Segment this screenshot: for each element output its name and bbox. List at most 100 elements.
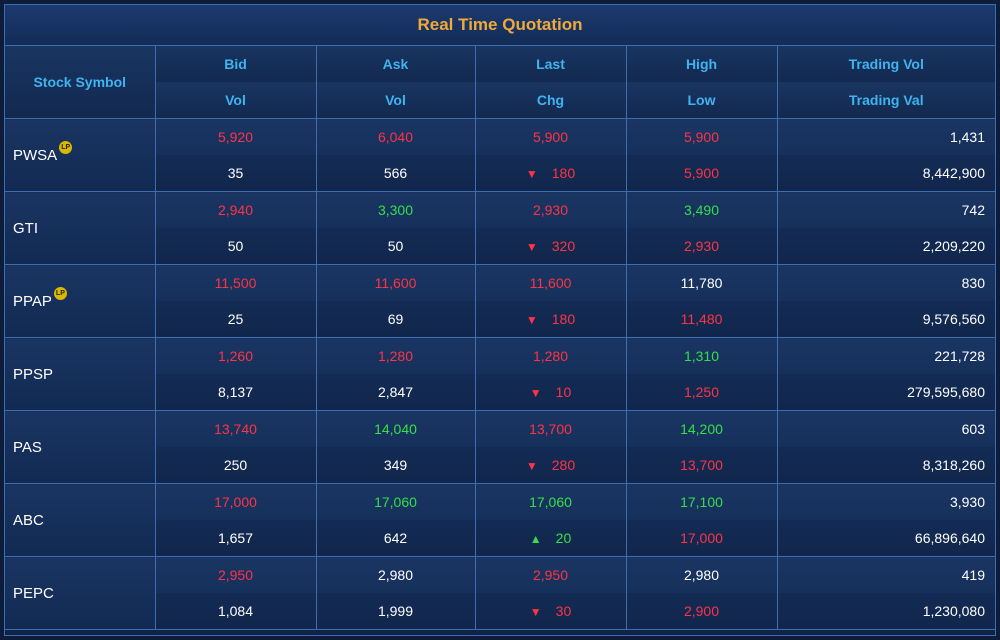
- high-price: 11,780: [626, 264, 778, 301]
- last-price: 11,600: [475, 264, 627, 301]
- change-cell: ▼ 10: [475, 374, 627, 411]
- ask-price[interactable]: 1,280: [316, 337, 476, 374]
- high-price: 1,310: [626, 337, 778, 374]
- ask-price[interactable]: 3,300: [316, 191, 476, 228]
- ask-price[interactable]: 11,600: [316, 264, 476, 301]
- quotation-panel: Real Time Quotation Stock Symbol Bid Ask…: [4, 4, 996, 636]
- header-trading-vol[interactable]: Trading Vol: [777, 46, 995, 82]
- stock-row-bottom[interactable]: 1,657 642 ▲ 20 17,000 66,896,640: [5, 520, 995, 557]
- stock-symbol-cell[interactable]: PPAP LP: [5, 264, 156, 338]
- trading-val: 1,230,080: [777, 593, 995, 630]
- header-bid[interactable]: Bid: [155, 46, 317, 82]
- ask-vol: 566: [316, 155, 476, 192]
- ask-vol: 2,847: [316, 374, 476, 411]
- change-value: 320: [551, 238, 576, 254]
- stock-symbol-cell[interactable]: PAS: [5, 410, 156, 484]
- header-ask-vol[interactable]: Vol: [316, 82, 476, 119]
- header-low[interactable]: Low: [626, 82, 778, 119]
- panel-title: Real Time Quotation: [5, 5, 995, 46]
- stock-symbol-cell[interactable]: PWSA LP: [5, 118, 156, 192]
- change-value: 20: [555, 530, 572, 546]
- bid-price[interactable]: 11,500: [155, 264, 317, 301]
- bid-price[interactable]: 2,950: [155, 556, 317, 593]
- ask-vol: 50: [316, 228, 476, 265]
- stock-row-bottom[interactable]: 1,084 1,999 ▼ 30 2,900 1,230,080: [5, 593, 995, 630]
- stock-row-top[interactable]: PWSA LP 5,920 6,040 5,900 5,900 1,431: [5, 118, 995, 192]
- ask-price[interactable]: 14,040: [316, 410, 476, 447]
- bid-price[interactable]: 1,260: [155, 337, 317, 374]
- trading-val: 9,576,560: [777, 301, 995, 338]
- bid-price[interactable]: 5,920: [155, 118, 317, 155]
- stock-symbol-cell[interactable]: ABC: [5, 483, 156, 557]
- down-arrow-icon: ▼: [525, 313, 538, 327]
- bid-price[interactable]: 13,740: [155, 410, 317, 447]
- high-price: 3,490: [626, 191, 778, 228]
- stock-symbol[interactable]: ABC: [13, 511, 44, 529]
- trading-vol: 742: [777, 191, 995, 228]
- bid-price[interactable]: 2,940: [155, 191, 317, 228]
- down-arrow-icon: ▼: [525, 240, 538, 254]
- trading-vol: 1,431: [777, 118, 995, 155]
- bid-vol: 8,137: [155, 374, 317, 411]
- change-value: 30: [555, 603, 572, 619]
- stock-row-top[interactable]: ABC 17,000 17,060 17,060 17,100 3,930: [5, 483, 995, 557]
- stock-row-top[interactable]: PAS 13,740 14,040 13,700 14,200 603: [5, 410, 995, 484]
- high-price: 14,200: [626, 410, 778, 447]
- stock-symbol-cell[interactable]: PEPC: [5, 556, 156, 630]
- stock-symbol[interactable]: PPSP: [13, 365, 54, 383]
- stock-row-bottom[interactable]: 25 69 ▼ 180 11,480 9,576,560: [5, 301, 995, 338]
- trading-vol: 603: [777, 410, 995, 447]
- last-price: 17,060: [475, 483, 627, 520]
- low-price: 5,900: [626, 155, 778, 192]
- stock-symbol[interactable]: PWSA: [13, 146, 58, 164]
- trading-vol: 830: [777, 264, 995, 301]
- down-arrow-icon: ▼: [525, 459, 538, 473]
- stock-row-bottom[interactable]: 35 566 ▼ 180 5,900 8,442,900: [5, 155, 995, 192]
- bid-vol: 1,084: [155, 593, 317, 630]
- change-cell: ▼ 180: [475, 301, 627, 338]
- last-price: 5,900: [475, 118, 627, 155]
- stock-row-top[interactable]: GTI 2,940 3,300 2,930 3,490 742: [5, 191, 995, 265]
- stock-symbol[interactable]: GTI: [13, 219, 38, 237]
- bid-vol: 1,657: [155, 520, 317, 557]
- stock-row-bottom[interactable]: 50 50 ▼ 320 2,930 2,209,220: [5, 228, 995, 265]
- stock-symbol[interactable]: PAS: [13, 438, 42, 456]
- last-price: 2,930: [475, 191, 627, 228]
- bid-vol: 250: [155, 447, 317, 484]
- header-last[interactable]: Last: [475, 46, 627, 82]
- header-stock-symbol[interactable]: Stock Symbol: [5, 46, 156, 119]
- header-trading-val[interactable]: Trading Val: [777, 82, 995, 119]
- header-chg[interactable]: Chg: [475, 82, 627, 119]
- low-price: 2,900: [626, 593, 778, 630]
- header-ask[interactable]: Ask: [316, 46, 476, 82]
- trading-val: 279,595,680: [777, 374, 995, 411]
- stock-row-top[interactable]: PPSP 1,260 1,280 1,280 1,310 221,728: [5, 337, 995, 411]
- stock-row-bottom[interactable]: 250 349 ▼ 280 13,700 8,318,260: [5, 447, 995, 484]
- stock-symbol[interactable]: PPAP: [13, 292, 52, 310]
- trading-val: 8,318,260: [777, 447, 995, 484]
- ask-price[interactable]: 17,060: [316, 483, 476, 520]
- stock-symbol-cell[interactable]: PPSP: [5, 337, 156, 411]
- stock-row-top[interactable]: PPAP LP 11,500 11,600 11,600 11,780 830: [5, 264, 995, 338]
- up-arrow-icon: ▲: [529, 532, 542, 546]
- change-value: 180: [551, 311, 576, 327]
- low-price: 13,700: [626, 447, 778, 484]
- low-price: 1,250: [626, 374, 778, 411]
- stock-symbol[interactable]: PEPC: [13, 584, 54, 602]
- ask-price[interactable]: 2,980: [316, 556, 476, 593]
- high-price: 5,900: [626, 118, 778, 155]
- stock-row-bottom[interactable]: 8,137 2,847 ▼ 10 1,250 279,595,680: [5, 374, 995, 411]
- ask-price[interactable]: 6,040: [316, 118, 476, 155]
- change-value: 10: [555, 384, 572, 400]
- trading-val: 2,209,220: [777, 228, 995, 265]
- last-price: 2,950: [475, 556, 627, 593]
- change-cell: ▼ 30: [475, 593, 627, 630]
- bid-price[interactable]: 17,000: [155, 483, 317, 520]
- stock-symbol-cell[interactable]: GTI: [5, 191, 156, 265]
- trading-val: 8,442,900: [777, 155, 995, 192]
- header-bid-vol[interactable]: Vol: [155, 82, 317, 119]
- stock-row-top[interactable]: PEPC 2,950 2,980 2,950 2,980 419: [5, 556, 995, 630]
- bid-vol: 50: [155, 228, 317, 265]
- header-high[interactable]: High: [626, 46, 778, 82]
- ask-vol: 1,999: [316, 593, 476, 630]
